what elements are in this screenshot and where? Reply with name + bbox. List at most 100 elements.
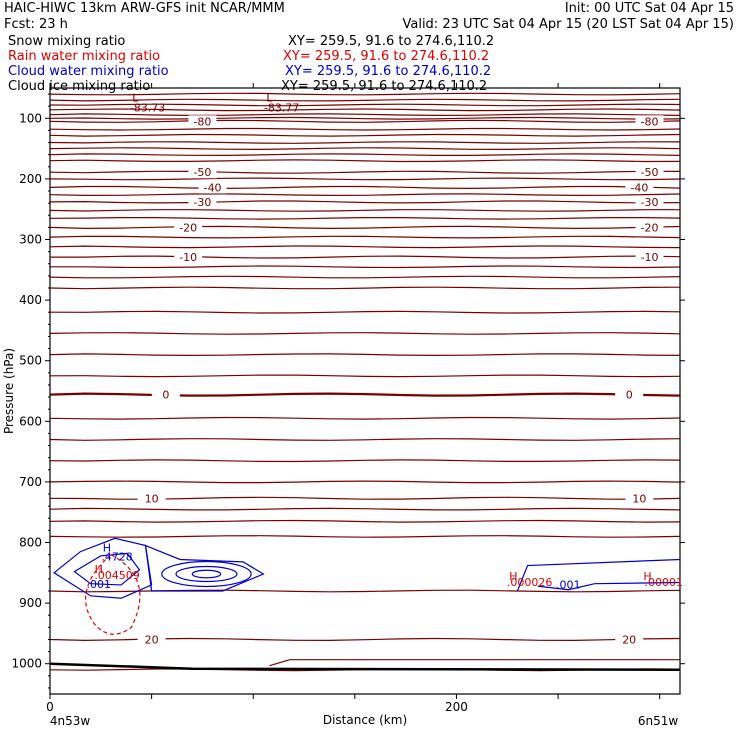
contour-annotation: H (95, 563, 103, 576)
y-tick-label: 1000 (11, 657, 42, 671)
contour-label-bg (151, 388, 180, 401)
temperature-contour (49, 133, 681, 137)
contour-label-bg (188, 195, 217, 208)
header-line1-left: HAIC-HIWC 13km ARW-GFS init NCAR/MMM (4, 1, 285, 16)
contour-label: 10 (632, 492, 646, 505)
temperature-contour (49, 103, 681, 107)
contour-label: -30 (193, 196, 211, 209)
y-tick-label: 100 (19, 111, 42, 125)
cloud-water-contour (191, 569, 222, 579)
contour-label-bg (625, 492, 654, 505)
temperature-contour (49, 438, 681, 441)
contour-annotation: .001 (556, 579, 581, 592)
contour-label: -80 (641, 115, 659, 128)
cloud-water-contour (161, 560, 252, 588)
contour-label-bg (198, 181, 227, 194)
temperature-contour (49, 416, 681, 420)
contour-label-bg (137, 633, 166, 646)
contour-label: 0 (626, 389, 633, 402)
temperature-contour (49, 147, 681, 151)
contour-label: -40 (204, 181, 222, 194)
temperature-contour (50, 265, 681, 269)
temperature-contour--50 (49, 170, 681, 174)
temperature-contour (49, 177, 681, 181)
cloud-water-contour (175, 565, 238, 583)
contour-label: -80 (193, 115, 211, 128)
contour-label-bg (635, 115, 664, 128)
temperature-contour (49, 108, 681, 112)
temperature-contour (49, 286, 681, 290)
contour-label: -30 (641, 196, 659, 209)
temperature-contour (49, 141, 681, 144)
cloud-water-contour (144, 544, 265, 592)
y-tick-label: 300 (19, 233, 42, 247)
y-tick-label: 200 (19, 172, 42, 186)
temperature-contour (49, 153, 681, 157)
contour-label: 20 (622, 633, 636, 646)
y-tick-label: 700 (19, 475, 42, 489)
cloud-water-contour (73, 552, 141, 586)
contour-annotation: -83.73 (130, 102, 165, 115)
contour-annotation: L (132, 91, 139, 104)
contour-label-bg (137, 492, 166, 505)
temperature-contour (49, 98, 681, 102)
y-tick-label: 500 (19, 354, 42, 368)
contour-label-bg (625, 181, 654, 194)
temperature-contour (49, 209, 680, 212)
x-axis-label: Distance (km) (323, 713, 407, 727)
temperature-contour--80 (49, 119, 681, 123)
contour-label: 10 (145, 492, 159, 505)
x-tick-label: 200 (445, 700, 468, 714)
temperature-contour (49, 92, 681, 96)
field-xy-cloud-ice: XY= 259.5, 91.6 to 274.6,110.2 (281, 79, 488, 94)
temperature-contour (49, 116, 681, 120)
contour-label: 20 (145, 633, 159, 646)
temperature-contour--20 (49, 225, 681, 230)
temperature-contour (49, 459, 681, 463)
field-label-cloud-water: Cloud water mixing ratio (8, 64, 169, 79)
field-xy-snow: XY= 259.5, 91.6 to 274.6,110.2 (288, 34, 495, 49)
temperature-contour--40 (49, 185, 681, 190)
temperature-contour (49, 519, 681, 523)
contour-annotation: H (103, 542, 111, 555)
x-tick-label: 0 (46, 700, 54, 714)
contour-label-bg (188, 166, 217, 179)
contour-label-bg (174, 251, 203, 264)
temperature-contour (49, 235, 681, 239)
contour-annotation: .001 (87, 578, 112, 591)
contour-label-bg (615, 388, 644, 401)
contour-label-bg (615, 633, 644, 646)
endpoint-right: 6n51w (638, 714, 679, 728)
contour-label-bg (635, 166, 664, 179)
y-tick-label: 900 (19, 596, 42, 610)
temperature-contour (49, 374, 681, 378)
contour-label-bg (188, 115, 217, 128)
temperature-contour (49, 332, 681, 335)
contour-label-bg (635, 221, 664, 234)
temperature-contour (49, 113, 681, 117)
temperature-contour--10 (50, 255, 681, 259)
temperature-contour--30 (49, 200, 681, 204)
contour-annotation: -83.77 (264, 102, 299, 115)
field-xy-cloud-water: XY= 259.5, 91.6 to 274.6,110.2 (285, 64, 492, 79)
contour-annotation: .000026 (507, 576, 553, 589)
temperature-contour (49, 193, 681, 197)
plot-frame (49, 87, 681, 695)
contour-label: -20 (641, 221, 659, 234)
y-axis-label: Pressure (hPa) (2, 348, 16, 434)
contour-label: -50 (193, 166, 211, 179)
contour-label: -40 (630, 181, 648, 194)
cloud-water-contour (537, 581, 681, 591)
contour-label-bg (635, 251, 664, 264)
contour-annotation: L (266, 91, 273, 104)
contour-annotation: .4728 (101, 551, 133, 564)
contour-label: 0 (162, 389, 169, 402)
cloud-water-contour (516, 558, 681, 592)
contour-annotation: H (509, 570, 517, 583)
temperature-contour (49, 217, 681, 220)
contour-annotation: H (643, 570, 651, 583)
temperature-contour (49, 507, 681, 511)
temperature-contour-0 (49, 392, 681, 397)
contour-label-bg (635, 195, 664, 208)
